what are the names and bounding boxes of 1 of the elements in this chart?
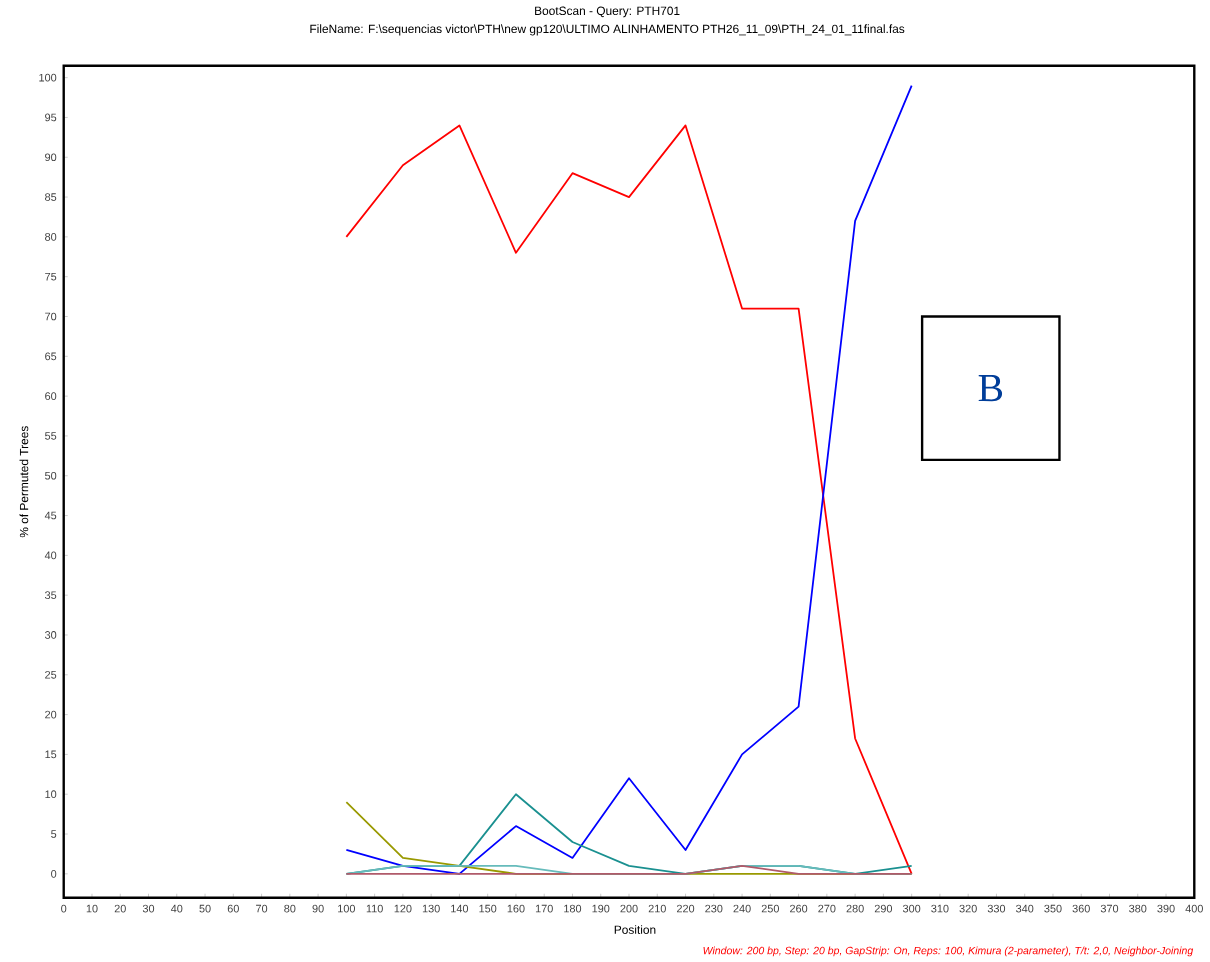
annotation: B	[978, 374, 1003, 401]
